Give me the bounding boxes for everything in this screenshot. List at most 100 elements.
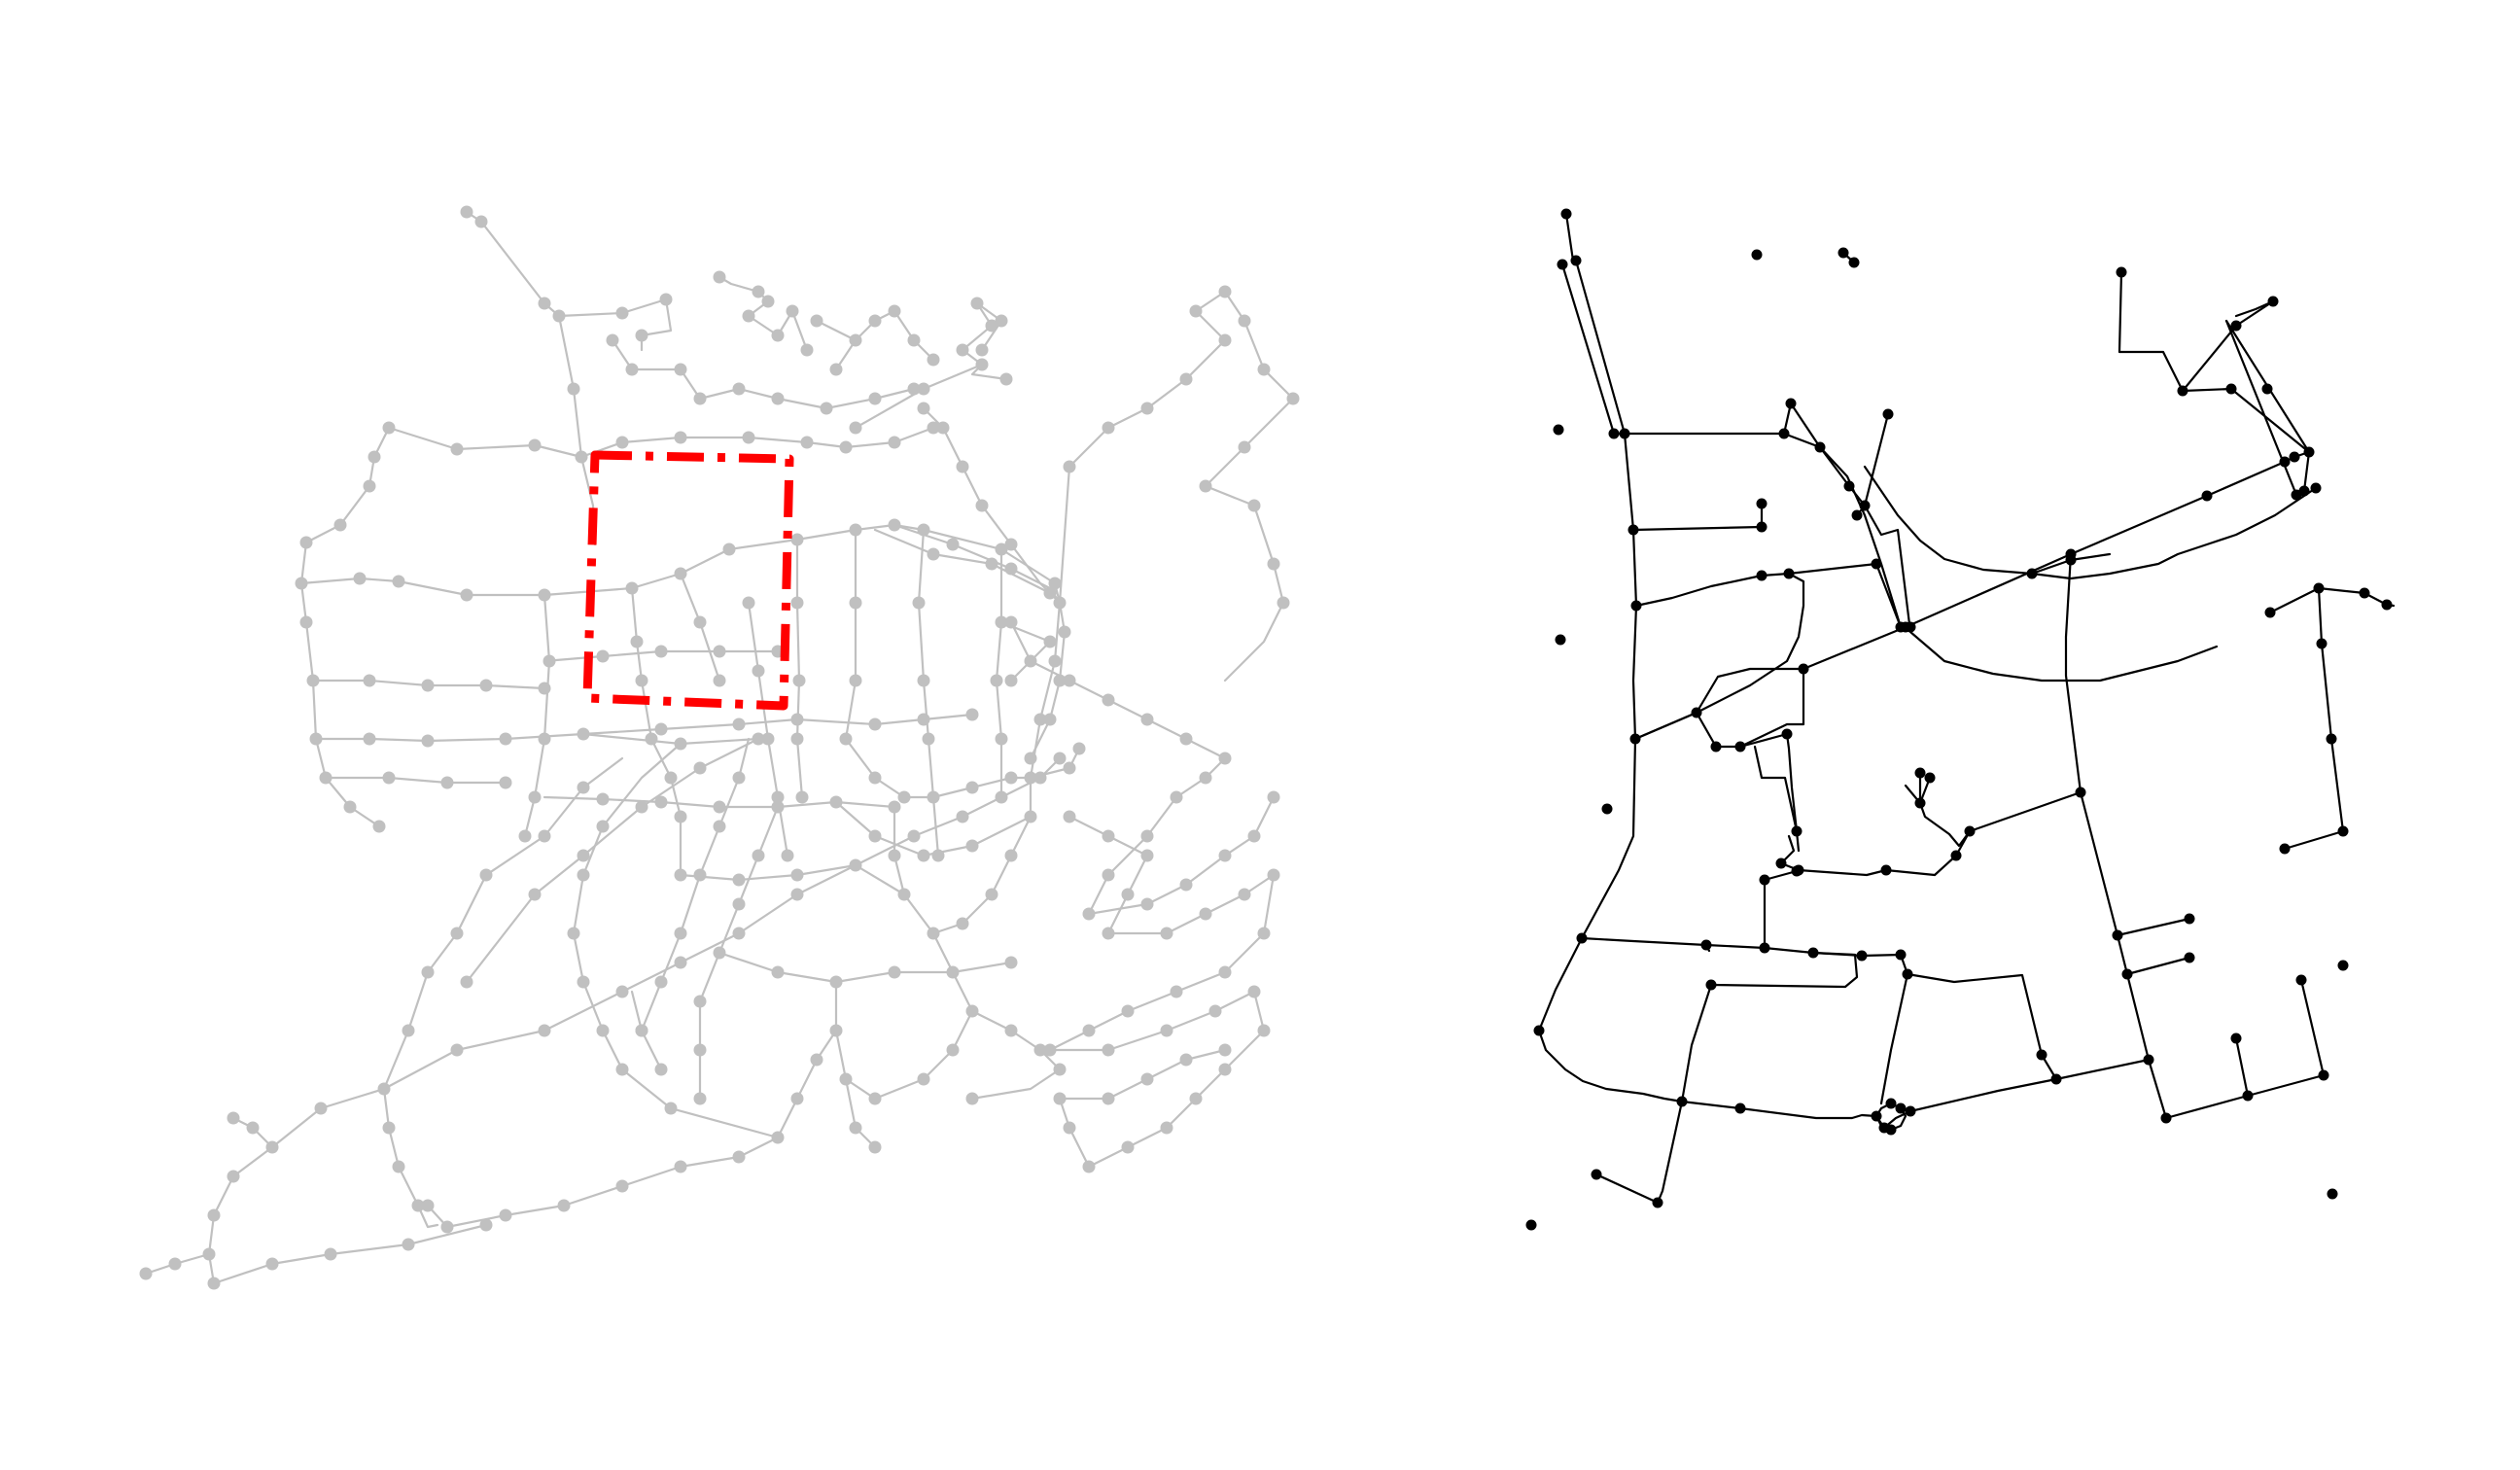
overview-node bbox=[1218, 285, 1232, 298]
overview-node bbox=[1004, 674, 1018, 687]
overview-node bbox=[1048, 577, 1062, 590]
overview-node bbox=[1170, 790, 1183, 804]
overview-node bbox=[295, 577, 308, 590]
overview-node bbox=[1053, 1063, 1067, 1076]
overview-node bbox=[927, 927, 940, 940]
overview-node bbox=[839, 440, 853, 454]
overview-node bbox=[829, 975, 843, 989]
overview-node bbox=[227, 1170, 240, 1183]
overview-node bbox=[479, 868, 493, 882]
overview-node bbox=[1053, 674, 1067, 687]
overview-node bbox=[479, 679, 493, 692]
overview-node bbox=[1082, 1024, 1096, 1037]
overview-node bbox=[1033, 1043, 1047, 1057]
overview-node bbox=[917, 523, 930, 537]
overview-node bbox=[674, 868, 687, 882]
detail-edge bbox=[1612, 432, 1822, 449]
overview-node bbox=[1189, 1092, 1203, 1105]
detail-edge bbox=[1763, 869, 1799, 950]
detail-node bbox=[2065, 554, 2077, 566]
detail-node bbox=[1676, 1096, 1688, 1107]
overview-node bbox=[1247, 985, 1261, 998]
overview-node bbox=[917, 849, 930, 862]
detail-node bbox=[2326, 733, 2337, 745]
detail-node bbox=[1791, 865, 1802, 877]
overview-node bbox=[1257, 927, 1271, 940]
overview-node bbox=[761, 295, 775, 308]
detail-node bbox=[1791, 825, 1802, 837]
detail-node bbox=[2264, 607, 2276, 618]
detail-node bbox=[1601, 803, 1613, 815]
detail-node bbox=[2050, 1073, 2062, 1085]
detail-node bbox=[2184, 913, 2195, 925]
overview-node bbox=[1238, 440, 1251, 454]
overview-node bbox=[999, 372, 1013, 386]
overview-node bbox=[635, 800, 648, 814]
overview-node bbox=[319, 771, 332, 785]
overview-node bbox=[907, 382, 921, 396]
overview-node bbox=[577, 868, 590, 882]
detail-node bbox=[1630, 600, 1642, 612]
overview-node bbox=[479, 1218, 493, 1232]
overview-node bbox=[1218, 1043, 1232, 1057]
overview-node bbox=[538, 588, 551, 602]
overview-node bbox=[888, 518, 901, 532]
overview-node bbox=[1257, 363, 1271, 376]
overview-node bbox=[421, 679, 435, 692]
overview-node bbox=[368, 450, 381, 464]
detail-node bbox=[1882, 408, 1894, 420]
detail-node bbox=[2201, 490, 2213, 502]
overview-node bbox=[810, 1053, 823, 1067]
overview-node bbox=[1140, 713, 1154, 726]
detail-edge bbox=[1631, 502, 1764, 532]
detail-node bbox=[2289, 451, 2300, 463]
overview-node bbox=[897, 790, 911, 804]
overview-node bbox=[402, 1024, 415, 1037]
overview-node bbox=[635, 674, 648, 687]
overview-node bbox=[1218, 1063, 1232, 1076]
detail-edge bbox=[2118, 270, 2311, 454]
detail-edge bbox=[1879, 953, 1909, 1105]
overview-node bbox=[888, 800, 901, 814]
detail-node bbox=[1814, 441, 1826, 453]
overview-node bbox=[820, 402, 833, 415]
detail-edge bbox=[1623, 432, 1638, 741]
overview-node bbox=[1102, 868, 1115, 882]
overview-node bbox=[1043, 1043, 1057, 1057]
overview-node bbox=[732, 897, 746, 911]
detail-node bbox=[1652, 1197, 1663, 1208]
overview-node bbox=[528, 438, 542, 452]
detail-node bbox=[1759, 942, 1770, 954]
overview-node bbox=[790, 732, 804, 746]
overview-edge bbox=[931, 776, 1032, 799]
detail-edge bbox=[2064, 552, 2168, 1120]
overview-edge bbox=[917, 528, 940, 858]
detail-node bbox=[2318, 1069, 2329, 1081]
overview-node bbox=[1179, 878, 1193, 892]
overview-node bbox=[139, 1267, 153, 1280]
overview-node bbox=[790, 596, 804, 610]
detail-edge bbox=[1863, 504, 2219, 682]
detail-node bbox=[1734, 1102, 1746, 1114]
overview-node bbox=[713, 270, 726, 284]
overview-node bbox=[849, 858, 862, 872]
overview-node bbox=[246, 1121, 260, 1135]
overview-node bbox=[888, 965, 901, 979]
overview-node bbox=[771, 392, 785, 405]
overview-node bbox=[1160, 1121, 1173, 1135]
detail-node bbox=[1608, 428, 1620, 439]
overview-node bbox=[946, 965, 960, 979]
overview-node bbox=[1140, 849, 1154, 862]
overview-node bbox=[1257, 1024, 1271, 1037]
detail-node bbox=[2112, 929, 2123, 941]
overview-node bbox=[742, 309, 755, 323]
detail-node bbox=[2267, 296, 2279, 307]
overview-node bbox=[1043, 713, 1057, 726]
overview-edge bbox=[465, 210, 597, 546]
overview-node bbox=[1170, 985, 1183, 998]
overview-node bbox=[1004, 849, 1018, 862]
detail-node bbox=[1807, 947, 1819, 959]
overview-node bbox=[956, 810, 969, 823]
